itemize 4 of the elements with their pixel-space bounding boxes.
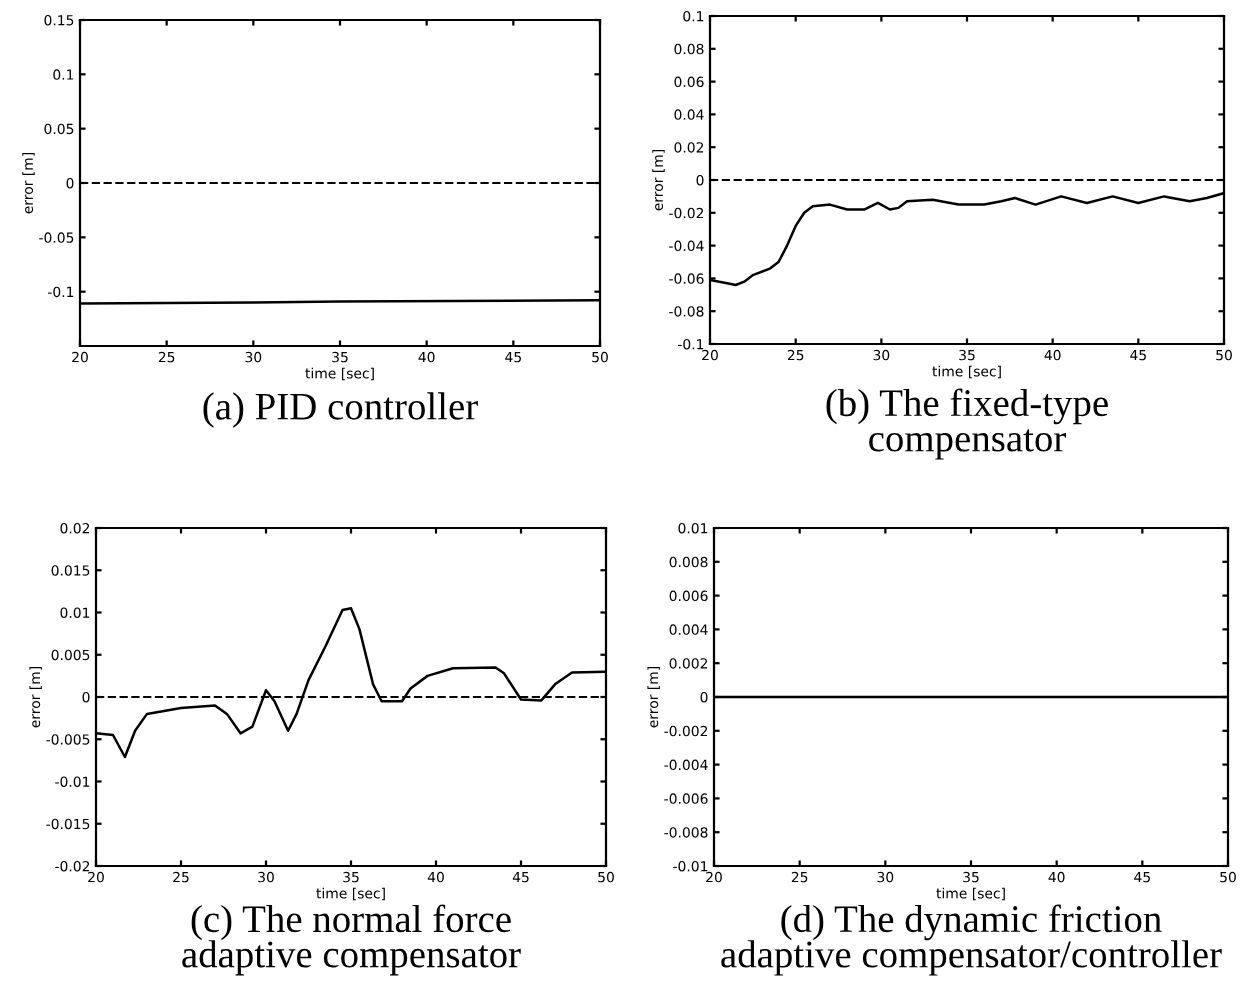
text: (b) The fixed-type compensator [826, 388, 1108, 460]
text: (d) The dynamic friction adaptive compensator/controller [721, 904, 1222, 976]
text: (a) PID controller [203, 392, 478, 428]
text: (c) The normal force adaptive compensator [182, 904, 521, 976]
